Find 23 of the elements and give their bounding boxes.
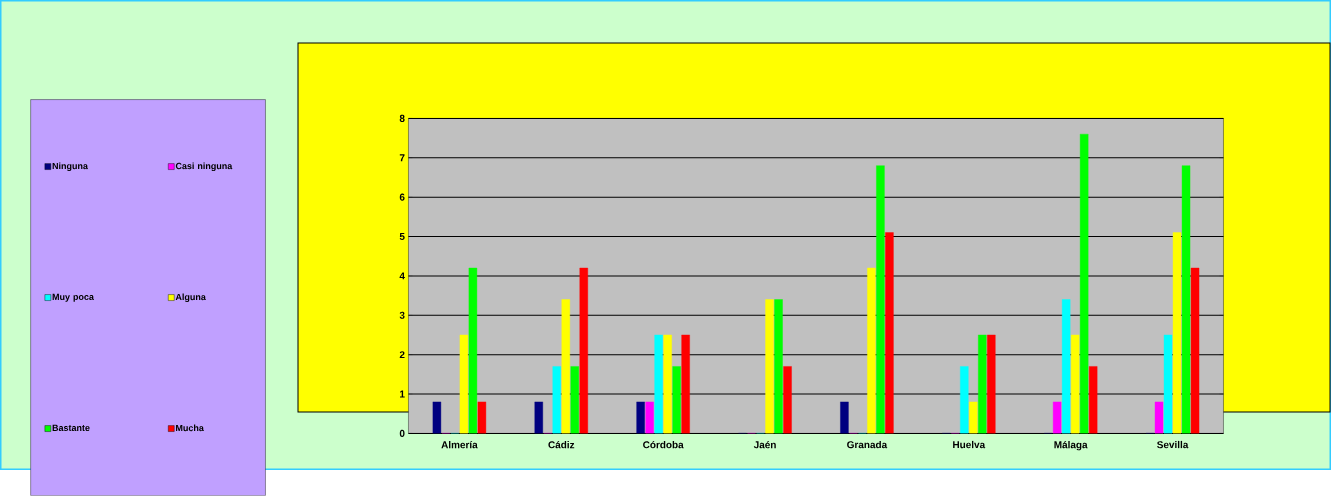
x-tick-label: Granada — [847, 441, 888, 449]
y-tick-label: 3 — [399, 311, 405, 319]
x-tick-label: Almería — [441, 441, 478, 449]
legend-label: Ninguna — [52, 162, 88, 172]
x-tick-label: Málaga — [1054, 441, 1088, 451]
legend-label: Alguna — [175, 293, 206, 303]
y-tick-label: 2 — [399, 351, 405, 359]
x-tick-label: Huelva — [953, 441, 986, 449]
y-tick-label: 1 — [400, 390, 405, 398]
legend-label: Muy poca — [52, 293, 94, 302]
x-tick-label: Cádiz — [548, 441, 575, 449]
x-tick-label: Córdoba — [643, 441, 684, 449]
legend-label: Mucha — [176, 424, 204, 432]
y-tick-label: 0 — [399, 429, 405, 438]
y-tick-label: 8 — [399, 114, 405, 123]
y-tick-label: 7 — [399, 154, 405, 162]
y-tick-label: 6 — [399, 193, 405, 201]
x-tick-label: Sevilla — [1157, 441, 1189, 449]
y-tick-label: 4 — [399, 272, 405, 280]
legend-label: Bastante — [52, 424, 90, 432]
y-tick-label: 5 — [399, 233, 405, 241]
x-tick-label: Jaén — [753, 441, 776, 449]
legend-label: Casi ninguna — [175, 162, 233, 172]
